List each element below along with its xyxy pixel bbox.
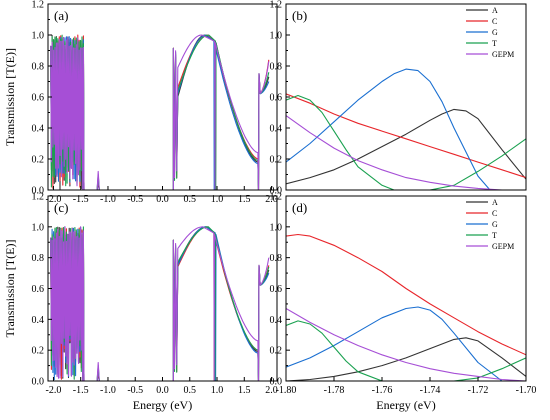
plot-frame — [285, 3, 527, 191]
panel-3: 0.00.20.40.60.81.01.2-2.0 -1.5 -1.0 -0.5 0.0… — [3, 192, 278, 413]
x-tick-label: -1.5 — [73, 194, 89, 205]
legend-label-G: G — [492, 220, 498, 229]
y-tick-label: 1.2 — [270, 0, 283, 11]
x-tick-label: 0.5 — [184, 385, 197, 396]
y-tick-label: 0.6 — [270, 284, 283, 295]
x-tick-label: -0.5 — [127, 385, 143, 396]
y-tick-label: 0.8 — [32, 253, 45, 264]
x-tick-label: 0.5 — [184, 194, 197, 205]
series-group — [286, 233, 526, 381]
series-G — [286, 68, 491, 190]
x-axis-label: Energy (eV) — [376, 398, 435, 412]
series-GEPM — [50, 34, 270, 190]
y-tick-label: 0.8 — [32, 62, 45, 73]
y-tick-label: 0.4 — [270, 124, 283, 135]
y-tick-label: 0.0 — [32, 186, 45, 197]
x-tick-label: 2.0 — [265, 385, 278, 396]
y-tick-label: 1.2 — [32, 0, 45, 11]
legend-label-T: T — [492, 231, 497, 240]
x-tick-label: -1.78 — [324, 385, 345, 396]
y-tick-label: 0.0 — [32, 377, 45, 388]
x-tick-label: -1.70 — [516, 385, 537, 396]
y-tick-label: 1.0 — [270, 222, 283, 233]
series-GEPM — [50, 226, 270, 381]
panel-label: (c) — [54, 200, 68, 215]
legend-label-G: G — [492, 28, 498, 37]
series-G — [286, 306, 503, 381]
series-group — [50, 226, 270, 381]
y-tick-label: 0.2 — [32, 346, 45, 357]
x-tick-label: 0.0 — [156, 385, 169, 396]
y-tick-label: 0.0 — [270, 377, 283, 388]
series-GEPM — [286, 115, 526, 190]
y-tick-label: 0.2 — [270, 346, 283, 357]
x-tick-label: -1.0 — [100, 194, 116, 205]
y-tick-label: 1.2 — [32, 192, 45, 203]
series-group — [50, 34, 270, 190]
y-tick-label: 0.8 — [270, 62, 283, 73]
y-tick-label: 0.4 — [32, 124, 45, 135]
x-tick-label: -1.80 — [276, 385, 297, 396]
series-group — [286, 68, 526, 190]
x-tick-label: 1.0 — [211, 194, 224, 205]
series-A — [286, 108, 526, 185]
series-T — [286, 320, 526, 381]
series-C — [286, 93, 526, 179]
x-axis-label: Energy (eV) — [133, 398, 192, 412]
x-tick-label: 1.5 — [238, 385, 251, 396]
y-tick-label: 0.6 — [270, 93, 283, 104]
y-tick-label: 0.0 — [270, 186, 283, 197]
series-C — [286, 233, 526, 356]
y-tick-label: 0.2 — [270, 155, 283, 166]
x-tick-label: 0.0 — [156, 194, 169, 205]
x-tick-label: -1.74 — [420, 385, 441, 396]
y-tick-label: 0.4 — [270, 315, 283, 326]
x-tick-label: 2.0 — [265, 194, 278, 205]
y-tick-label: 0.8 — [270, 253, 283, 264]
series-T — [286, 94, 526, 190]
x-tick-label: -1.0 — [100, 385, 116, 396]
x-tick-label: -2.0 — [46, 385, 62, 396]
x-tick-label: -2.0 — [46, 194, 62, 205]
panel-4: 0.0 0.2 0.4 0.6 0.8 1.0 1.2 -1.80 -1.78 -1.76 -1.7… — [270, 192, 537, 413]
x-tick-label: 1.5 — [238, 194, 251, 205]
panel-1: 0.00.20.40.60.81.01.2-2.0 -1.5 -1.0 -0.5 0.0… — [3, 0, 278, 205]
legend-label-C: C — [492, 17, 497, 26]
x-tick-label: -0.5 — [127, 194, 143, 205]
series-A — [286, 337, 526, 381]
y-axis-label: Transmission [T(E)] — [3, 48, 17, 146]
y-tick-label: 0.6 — [32, 284, 45, 295]
y-tick-label: 1.0 — [270, 31, 283, 42]
series-GEPM — [286, 308, 526, 381]
y-tick-label: 1.0 — [32, 222, 45, 233]
legend-label-GEPM: GEPM — [492, 242, 514, 251]
panel-label: (d) — [292, 200, 307, 215]
x-tick-label: -1.5 — [73, 385, 89, 396]
legend-label-GEPM: GEPM — [492, 50, 514, 59]
y-tick-label: 1.2 — [270, 192, 283, 203]
y-tick-label: 1.0 — [32, 31, 45, 42]
x-tick-label: -1.72 — [468, 385, 489, 396]
y-tick-label: 0.6 — [32, 93, 45, 104]
x-tick-label: 1.0 — [211, 385, 224, 396]
legend-label-T: T — [492, 39, 497, 48]
legend-label-C: C — [492, 209, 497, 218]
y-tick-label: 0.4 — [32, 315, 45, 326]
panel-label: (a) — [54, 8, 68, 23]
x-tick-label: -1.76 — [372, 385, 393, 396]
legend-label-A: A — [492, 6, 498, 15]
panel-label: (b) — [292, 8, 307, 23]
y-tick-label: 0.2 — [32, 155, 45, 166]
legend-label-A: A — [492, 198, 498, 207]
y-axis-label: Transmission [T(E)] — [3, 240, 17, 338]
